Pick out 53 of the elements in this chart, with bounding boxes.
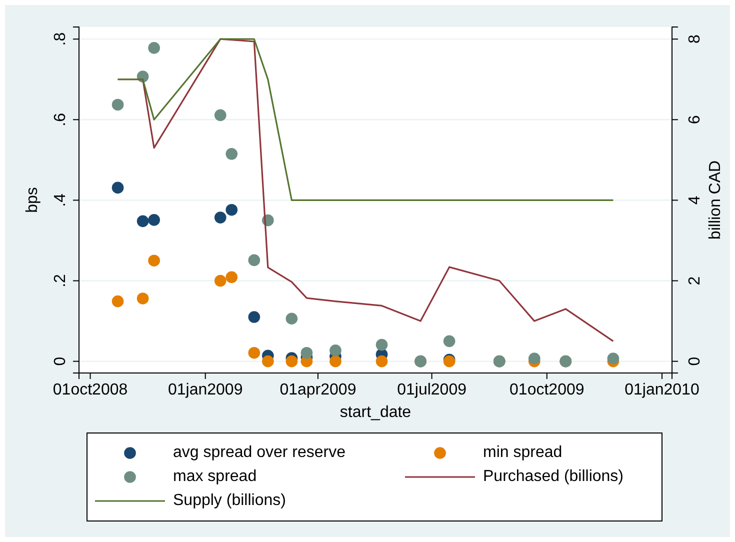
y2-tick-label: 0 <box>686 356 704 366</box>
point <box>226 271 238 284</box>
point <box>248 346 260 359</box>
y2-tick-label: 2 <box>686 276 704 286</box>
point <box>214 109 226 122</box>
point <box>248 254 260 266</box>
point <box>330 355 342 368</box>
point <box>226 148 238 160</box>
y-tick-label: .6 <box>52 112 70 126</box>
y-tick-label: .2 <box>52 274 70 288</box>
point <box>248 311 260 323</box>
point <box>214 274 226 287</box>
x-tick-label: 01oct2008 <box>52 381 128 398</box>
point <box>136 215 149 228</box>
y-axis-title: bps <box>24 187 41 213</box>
point <box>112 295 124 308</box>
point <box>528 352 540 364</box>
x-tick-label: 01apr2009 <box>280 381 356 398</box>
y-tick-label: 0 <box>52 356 70 366</box>
x-tick-label: 01jan2009 <box>168 381 243 398</box>
legend-label: avg spread over reserve <box>173 444 346 462</box>
point <box>376 338 388 351</box>
point <box>262 355 274 368</box>
legend-label: max spread <box>173 468 257 486</box>
point <box>376 355 388 368</box>
x-tick-label: 01jan2010 <box>624 381 700 398</box>
legend-label: min spread <box>483 444 562 462</box>
y2-tick-label: 6 <box>686 115 704 124</box>
y-tick-label: .8 <box>52 32 70 46</box>
point <box>148 254 160 267</box>
x-axis-title: start_date <box>340 404 412 421</box>
y2-tick-label: 8 <box>686 34 704 44</box>
point <box>300 346 313 359</box>
point <box>148 214 160 226</box>
y2-axis-title: billion CAD <box>707 160 724 240</box>
point <box>136 292 149 304</box>
y2-tick-label: 4 <box>686 196 704 205</box>
point <box>286 312 298 325</box>
point <box>148 42 160 54</box>
y-tick-label: .4 <box>52 193 70 207</box>
line-series <box>116 38 614 201</box>
point <box>112 182 124 194</box>
point <box>607 352 620 364</box>
point <box>330 344 342 356</box>
point <box>112 98 124 111</box>
x-tick-label: 01jul2009 <box>397 381 467 398</box>
legend-label: Purchased (billions) <box>483 468 624 486</box>
x-tick-label: 01oct2009 <box>510 381 584 398</box>
point <box>286 355 298 368</box>
point <box>443 335 456 348</box>
legend-label: Supply (billions) <box>173 492 286 510</box>
point <box>214 212 226 224</box>
point <box>226 204 238 216</box>
